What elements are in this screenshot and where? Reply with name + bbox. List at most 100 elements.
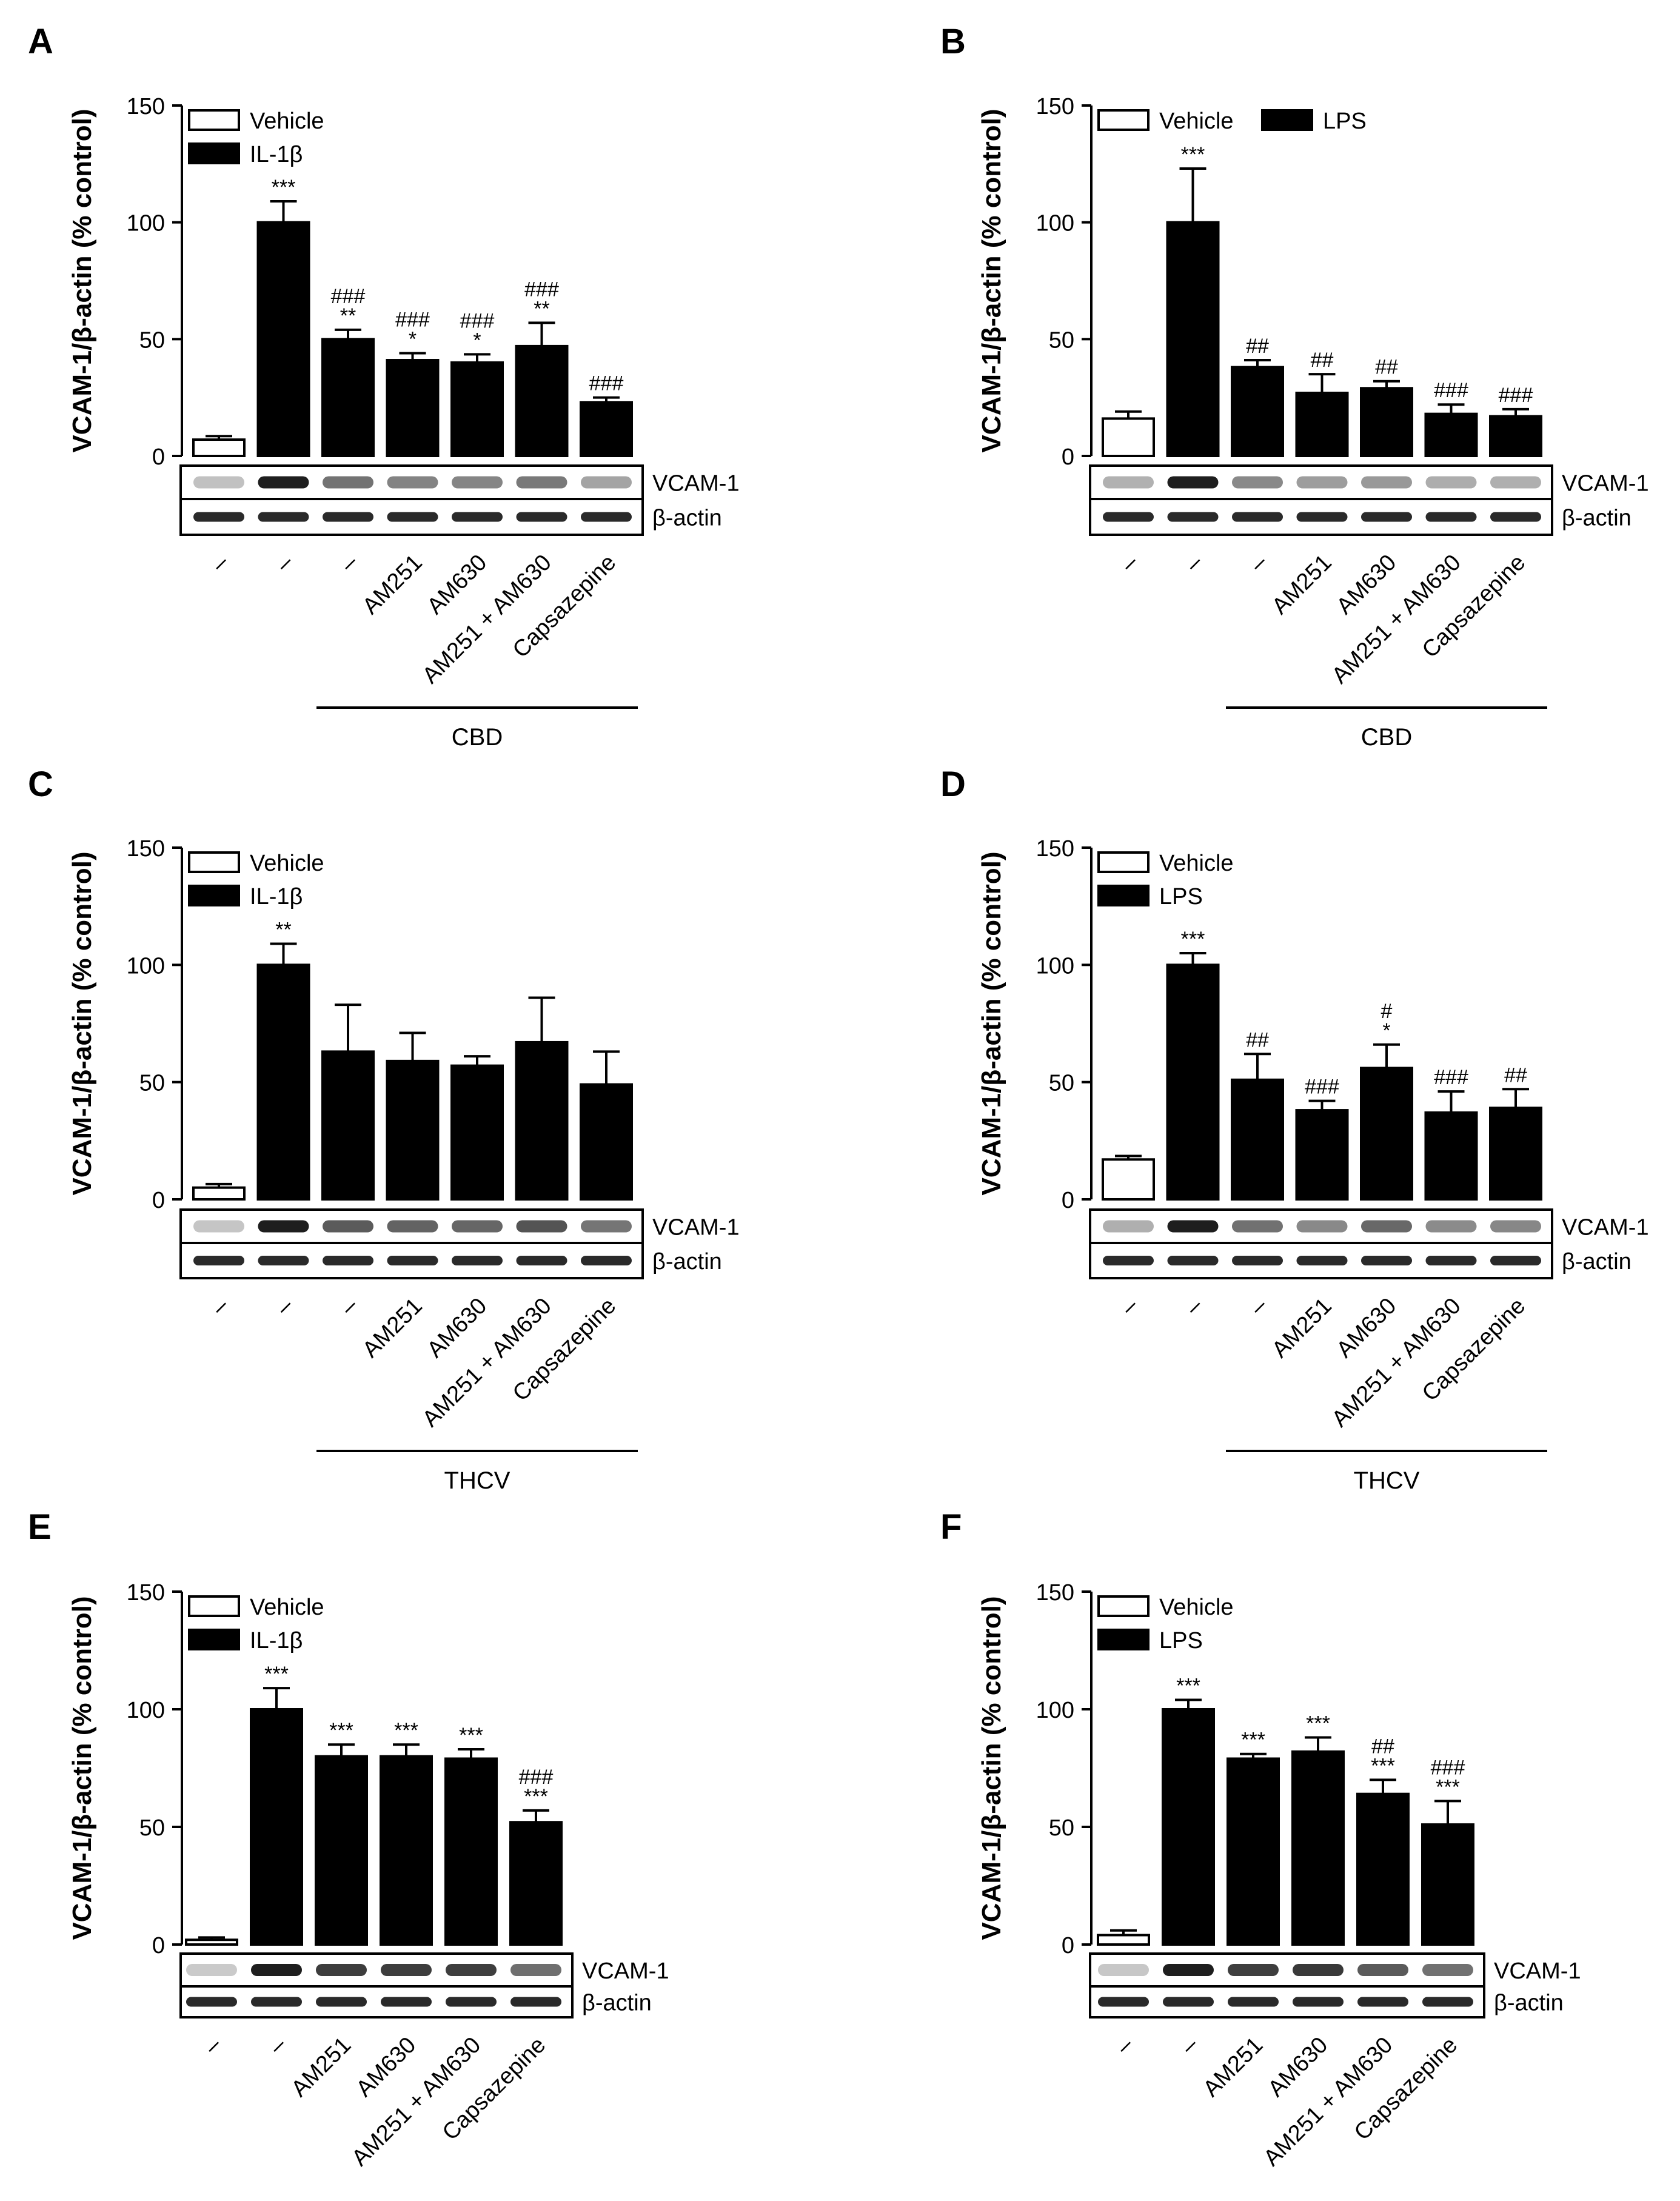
- legend-swatch-treated: [188, 1629, 240, 1650]
- x-tick-label: –: [264, 2032, 292, 2059]
- bar: [1097, 1934, 1150, 1946]
- vcam1-band: [381, 1964, 432, 1976]
- vcam1-band: [1098, 1964, 1149, 1976]
- bar: [250, 1708, 303, 1946]
- actin-band: [1103, 512, 1154, 522]
- significance-label: ##: [1246, 335, 1269, 358]
- significance-label: ##: [1504, 1064, 1527, 1087]
- panel-letter: D: [940, 765, 966, 804]
- bar: [509, 1821, 563, 1946]
- actin-band: [1228, 1997, 1279, 2007]
- blot-label-vcam1: VCAM-1: [652, 471, 740, 497]
- vcam1-band: [581, 476, 632, 489]
- x-tick-label: –: [207, 549, 234, 577]
- vcam1-band: [1103, 476, 1154, 489]
- panel-letter: E: [28, 1507, 52, 1547]
- vcam1-band: [1422, 1964, 1473, 1976]
- vcam1-band: [1425, 476, 1477, 489]
- significance-label: #: [1381, 1000, 1393, 1023]
- significance-label: ##: [1246, 1028, 1269, 1051]
- vcam1-band: [1296, 476, 1348, 489]
- blot-label-actin: β-actin: [1562, 506, 1631, 531]
- bar: [1356, 1792, 1410, 1946]
- panel-letter: F: [940, 1507, 962, 1547]
- significance-label: ***: [1436, 1775, 1460, 1798]
- vcam1-band: [1232, 1220, 1283, 1233]
- significance-label: *: [409, 327, 417, 350]
- vcam1-band: [446, 1964, 497, 1976]
- bar: [1102, 1158, 1155, 1201]
- bar: [1489, 1107, 1542, 1201]
- x-tick-label: –: [336, 1293, 363, 1320]
- actin-band: [1167, 512, 1219, 522]
- vcam1-band: [1103, 1220, 1154, 1233]
- panel-A: A VCAM-1/β-actin (% control) 0 50 100 150 Vehi…: [28, 22, 740, 751]
- y-axis-label: VCAM-1/β-actin (% control): [67, 109, 97, 452]
- legend-swatch-vehicle: [1097, 851, 1150, 873]
- x-tick-label: –: [1111, 2032, 1139, 2059]
- significance-label: ***: [1241, 1729, 1265, 1752]
- y-tick-label: 150: [127, 94, 165, 119]
- actin-band: [446, 1997, 497, 2007]
- blot-label-vcam1: VCAM-1: [1562, 1215, 1649, 1241]
- significance-label: ***: [1181, 143, 1205, 166]
- y-tick-label: 100: [1036, 953, 1074, 979]
- actin-band: [193, 512, 244, 522]
- panel-letter: B: [940, 22, 966, 61]
- significance-label: *: [473, 329, 481, 352]
- actin-band: [1098, 1997, 1149, 2007]
- x-tick-label: –: [207, 1293, 234, 1320]
- legend-label: Vehicle: [250, 109, 324, 134]
- vcam1-band: [323, 1220, 373, 1233]
- panel-C: C VCAM-1/β-actin (% control) 0 50 100 150 Vehi…: [28, 765, 740, 1494]
- panel-E: E VCAM-1/β-actin (% control) 0 50 100 150 Vehi…: [28, 1507, 669, 2171]
- y-tick-label: 50: [1049, 1815, 1074, 1841]
- bar: [256, 963, 310, 1201]
- actin-band: [258, 1256, 309, 1265]
- vcam1-band: [387, 1220, 438, 1233]
- actin-band: [452, 512, 503, 522]
- significance-label: ###: [460, 309, 495, 332]
- legend-swatch-treated: [1097, 1629, 1150, 1650]
- vcam1-band: [581, 1220, 632, 1233]
- bar: [1421, 1823, 1474, 1946]
- actin-band: [1361, 512, 1412, 522]
- y-tick-label: 0: [1062, 1933, 1074, 1958]
- y-tick-label: 0: [1062, 444, 1074, 470]
- actin-band: [323, 512, 373, 522]
- legend-label: IL-1β: [250, 1628, 303, 1653]
- y-tick-label: 0: [152, 444, 165, 470]
- vcam1-band: [516, 1220, 567, 1233]
- y-tick-label: 0: [1062, 1188, 1074, 1213]
- legend-swatch-treated: [1097, 885, 1150, 906]
- significance-label: ##: [1371, 1735, 1394, 1758]
- bar: [1489, 415, 1542, 458]
- significance-label: ###: [1431, 1756, 1465, 1779]
- significance-label: ***: [524, 1785, 548, 1808]
- actin-band: [186, 1997, 237, 2007]
- actin-band: [1296, 512, 1348, 522]
- vcam1-band: [1167, 476, 1219, 489]
- legend-label: Vehicle: [1159, 851, 1234, 876]
- significance-label: ###: [1499, 384, 1533, 407]
- bar: [192, 1186, 246, 1201]
- vcam1-band: [516, 476, 567, 489]
- significance-label: ###: [331, 285, 366, 308]
- significance-label: ***: [394, 1719, 418, 1742]
- significance-label: *: [1382, 1019, 1390, 1042]
- vcam1-band: [251, 1964, 302, 1976]
- significance-label: ###: [1434, 379, 1468, 402]
- actin-band: [381, 1997, 432, 2007]
- legend-label: LPS: [1159, 884, 1203, 910]
- bar: [386, 1059, 440, 1201]
- bar: [515, 1040, 569, 1201]
- x-tick-label: AM251: [358, 1293, 427, 1363]
- legend-swatch-treated: [1261, 109, 1313, 131]
- actin-band: [1425, 512, 1477, 522]
- bar: [192, 438, 246, 458]
- bar: [580, 1083, 633, 1201]
- legend-label: Vehicle: [250, 1595, 324, 1620]
- bar: [1424, 1111, 1478, 1201]
- blot-label-vcam1: VCAM-1: [652, 1215, 740, 1241]
